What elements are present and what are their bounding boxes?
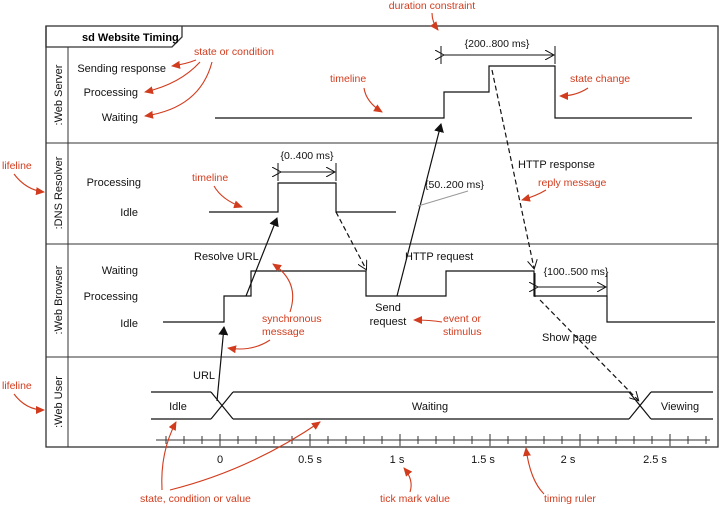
constraint-browser	[535, 273, 608, 297]
state-label-browser-idle: Idle	[120, 318, 138, 330]
constraint-resolver	[278, 163, 337, 181]
message-url-label: URL	[193, 370, 215, 382]
annotation-sync-arrow-2	[227, 339, 271, 354]
send-request-label-line1: Send	[375, 302, 401, 314]
annotation-timeline-top: timeline	[330, 73, 366, 85]
tick-label-2: 2 s	[561, 454, 576, 466]
annotation-reply-message-arrow	[521, 189, 547, 202]
state-label-server-sending: Sending response	[77, 63, 166, 75]
timing-ruler-ticks	[165, 434, 707, 446]
user-value-viewing: Viewing	[661, 401, 699, 413]
lifeline-name-browser: :Web Browser	[53, 265, 65, 334]
annotation-tick-mark-value: tick mark value	[380, 493, 450, 505]
constraint-server	[441, 46, 556, 64]
constraint-resolver-label: {0..400 ms}	[280, 150, 334, 162]
constraint-browser-label: {100..500 ms}	[544, 266, 609, 278]
annotation-state-condition-value: state, condition or value	[140, 493, 251, 505]
annotation-duration-constraint: duration constraint	[389, 0, 475, 12]
message-http-response-arrow	[491, 69, 534, 268]
annotation-state-arrow-1	[171, 59, 197, 69]
annotation-state-change: state change	[570, 73, 630, 85]
message-http-request-arrow	[396, 123, 444, 297]
message-show-page-label: Show page	[542, 332, 597, 344]
timeline-server	[215, 65, 692, 119]
annotation-event-or-stimulus-line2: stimulus	[443, 326, 482, 338]
annotation-duration-constraint-arrow	[430, 12, 439, 31]
annotation-timing-ruler: timing ruler	[544, 493, 596, 505]
lifeline-name-user: :Web User	[53, 376, 65, 428]
annotation-state-or-condition: state or condition	[194, 46, 274, 58]
frame-title: sd Website Timing	[82, 32, 179, 44]
state-label-server-waiting: Waiting	[102, 112, 138, 124]
user-value-waiting: Waiting	[412, 401, 448, 413]
state-label-resolver-processing: Processing	[87, 177, 141, 189]
state-label-browser-processing: Processing	[84, 291, 138, 303]
annotation-state-change-arrow	[559, 87, 589, 100]
user-value-idle: Idle	[169, 401, 187, 413]
annotation-tick-mark-arrow	[403, 467, 413, 493]
annotation-scv-arrow-2	[169, 421, 321, 491]
annotation-scv-arrow-1	[161, 421, 177, 491]
annotation-timeline-top-arrow	[363, 87, 383, 113]
message-url-arrow	[216, 326, 229, 402]
frame-border	[45, 25, 719, 448]
constraint-server-label: {200..800 ms}	[465, 38, 530, 50]
send-request-label-line2: request	[370, 316, 407, 328]
lifeline-name-server: :Web Server	[53, 64, 65, 125]
message-resolve-url-arrow	[245, 217, 279, 297]
constraint-request-leader	[417, 190, 469, 207]
annotation-lifeline-bottom-arrow	[13, 393, 45, 414]
tick-label-2-5: 2.5 s	[643, 454, 667, 466]
annotation-state-arrow-2	[144, 61, 201, 95]
annotation-lifeline-top: lifeline	[2, 160, 32, 172]
annotation-timing-ruler-arrow	[523, 447, 545, 495]
timeline-browser	[163, 270, 715, 323]
annotation-lifeline-bottom: lifeline	[2, 380, 32, 392]
timeline-user	[151, 391, 713, 420]
message-http-response-label: HTTP response	[518, 159, 595, 171]
lifeline-name-resolver: :DNS Resolver	[53, 156, 65, 229]
tick-label-1: 1 s	[390, 454, 405, 466]
tick-label-0: 0	[217, 454, 223, 466]
annotation-event-arrow	[413, 316, 443, 325]
annotation-timeline-mid: timeline	[192, 172, 228, 184]
tick-label-0-5: 0.5 s	[298, 454, 322, 466]
annotation-lifeline-top-arrow	[13, 173, 45, 196]
frame-title-tab	[45, 26, 183, 48]
timeline-resolver	[209, 182, 396, 213]
message-http-request-label: HTTP request	[405, 251, 473, 263]
state-label-browser-waiting: Waiting	[102, 265, 138, 277]
annotation-synchronous-message-line2: message	[262, 326, 305, 338]
message-show-page-arrow	[539, 299, 638, 400]
message-resolver-reply	[335, 211, 366, 269]
state-label-server-processing: Processing	[84, 87, 138, 99]
state-label-resolver-idle: Idle	[120, 207, 138, 219]
annotation-reply-message: reply message	[538, 177, 606, 189]
annotation-synchronous-message-line1: synchronous	[262, 313, 322, 325]
annotation-sync-arrow-1	[272, 263, 294, 313]
annotation-state-arrow-3	[144, 61, 213, 119]
message-resolve-url-label: Resolve URL	[194, 251, 259, 263]
tick-label-1-5: 1.5 s	[471, 454, 495, 466]
annotation-event-or-stimulus-line1: event or	[443, 313, 481, 325]
annotation-timeline-mid-arrow	[213, 185, 243, 209]
constraint-request-label: {50..200 ms}	[425, 179, 484, 191]
